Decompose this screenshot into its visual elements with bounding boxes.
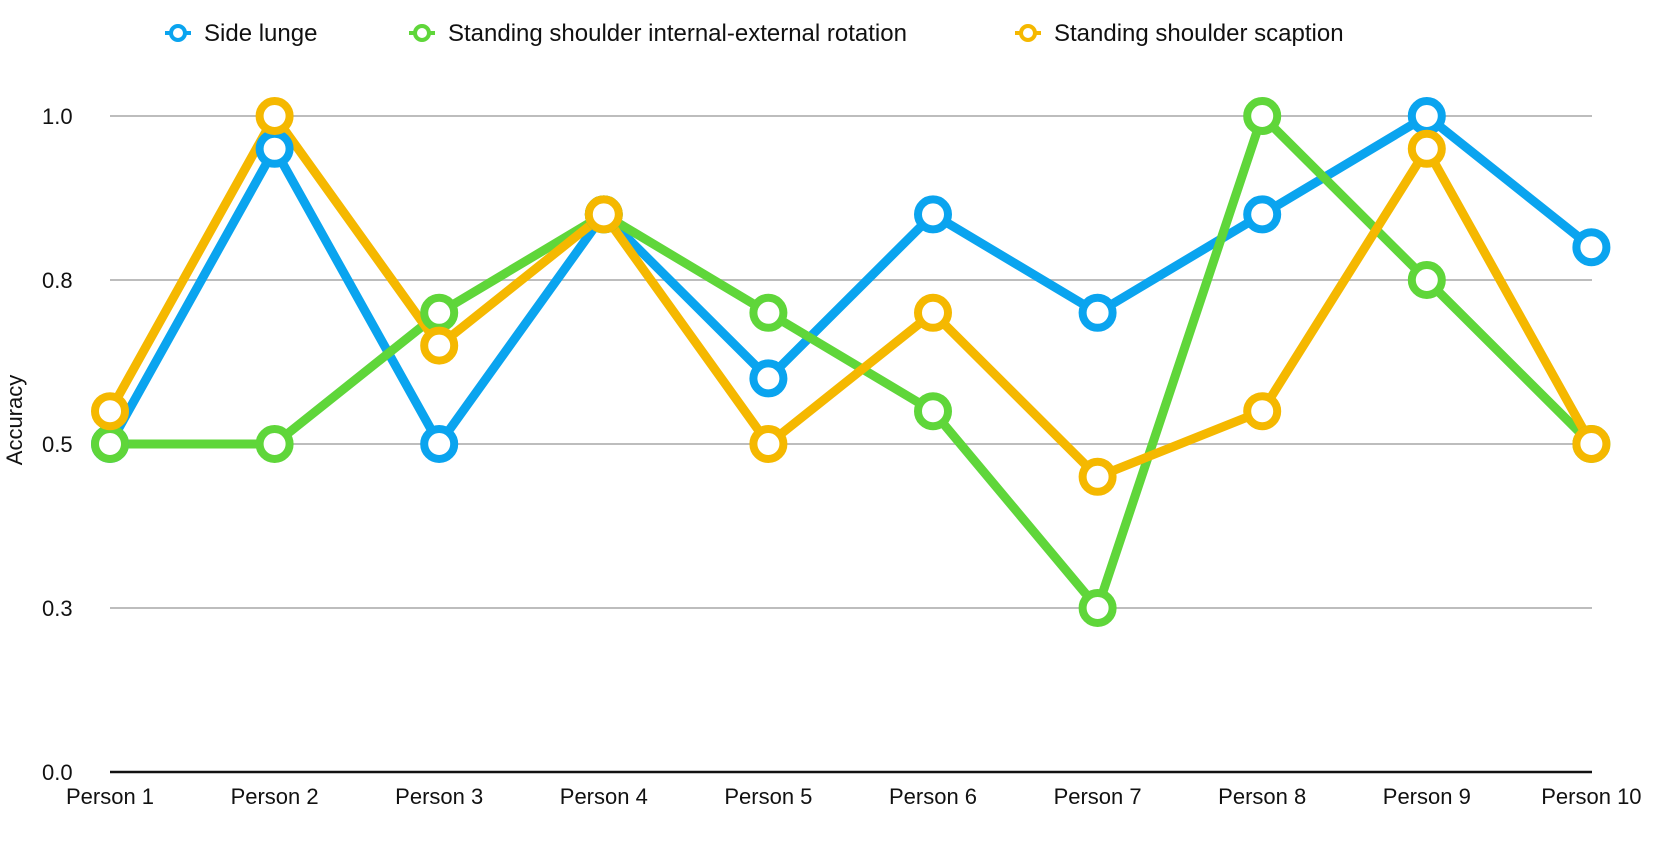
data-point [749,425,788,463]
y-tick-label: 0.0 [42,760,73,785]
series-line [105,111,1596,449]
data-point [914,293,952,332]
data-point [1407,261,1446,299]
data-point [1572,425,1611,463]
series-group [105,111,1596,613]
data-point [914,392,952,431]
legend-label: Standing shoulder scaption [1054,20,1344,47]
data-point [1243,195,1282,234]
data-point [584,195,623,234]
y-tick-label: 0.3 [42,596,73,621]
series-group [105,111,1596,482]
series-line [105,111,1596,613]
series-line [105,111,1596,482]
legend-label: Side lunge [204,20,317,47]
data-point [1572,228,1611,267]
data-point [420,425,459,463]
series-group [105,111,1596,449]
x-tick-label: Person 6 [889,784,977,809]
x-tick-label: Person 5 [724,784,812,809]
x-tick-label: Person 2 [231,784,319,809]
data-point [1078,457,1117,496]
series-lines [91,97,1611,627]
x-tick-label: Person 1 [66,784,154,809]
legend-swatch-marker [1019,24,1037,42]
data-point [1407,97,1446,135]
series-markers [91,97,1611,496]
data-point [91,425,129,463]
axes: 0.0 0.3 0.5 0.8 1.0 Person 1 Person 2 Person 3 P… [42,104,1642,809]
legend-swatch-marker [169,24,187,42]
y-tick-label: 1.0 [42,104,73,129]
legend-swatch-marker [413,24,431,42]
data-point [420,326,459,365]
data-point [1078,293,1117,332]
data-point [1078,589,1117,627]
gridlines [110,115,1592,609]
y-tick-label: 0.5 [42,432,73,457]
data-point [914,195,952,234]
x-tick-label: Person 8 [1218,784,1306,809]
data-point [749,359,788,398]
x-tick-label: Person 7 [1054,784,1142,809]
data-point [749,293,788,332]
x-tick-label: Person 10 [1541,784,1641,809]
data-point [91,392,129,431]
x-tick-label: Person 4 [560,784,648,809]
data-point [1243,97,1282,135]
y-tick-label: 0.8 [42,268,73,293]
data-point [1407,129,1446,168]
legend-item: Standing shoulder scaption [1015,20,1344,47]
legend: Side lunge Standing shoulder internal-ext… [165,20,1344,47]
legend-item: Standing shoulder internal-external rota… [409,20,907,47]
x-tick-label: Person 3 [395,784,483,809]
data-point [420,293,459,332]
y-axis-title: Accuracy [2,375,27,465]
data-point [1243,392,1282,431]
data-point [255,97,294,135]
legend-item: Side lunge [165,20,317,47]
data-point [255,129,294,168]
legend-label: Standing shoulder internal-external rota… [448,20,907,47]
x-tick-label: Person 9 [1383,784,1471,809]
data-point [255,425,294,463]
